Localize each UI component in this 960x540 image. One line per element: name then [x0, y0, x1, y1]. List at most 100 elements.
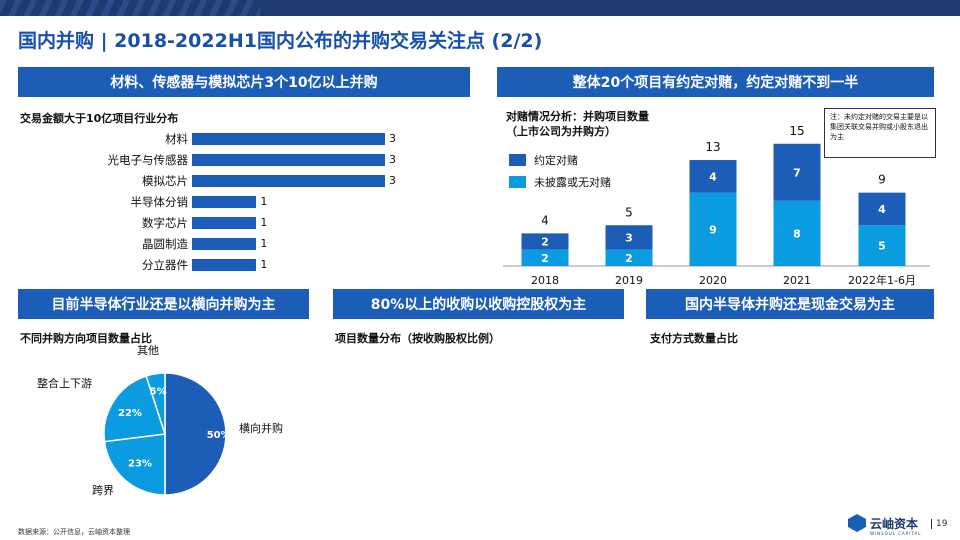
panel5-banner: 国内半导体并购还是现金交易为主 — [646, 289, 934, 319]
bar — [192, 175, 385, 187]
segment-value-label: 8 — [793, 227, 801, 240]
bar-value-label: 1 — [260, 216, 268, 229]
bar-category-label: 半导体分销 — [130, 195, 189, 209]
x-tick-label: 2020 — [699, 274, 727, 287]
pie-value-label: 22% — [118, 408, 142, 419]
legend-item-bet: 约定对赌 — [509, 152, 578, 168]
stacked-bar-segment — [858, 225, 906, 266]
pie-value-label: 5% — [150, 387, 167, 398]
page-title: 国内并购 | 2018-2022H1国内公布的并购交易关注点 (2/2) — [18, 30, 543, 52]
bar — [192, 259, 257, 271]
bar-total-label: 9 — [878, 173, 886, 187]
stacked-bar-segment — [605, 225, 653, 250]
direction-pie-chart: 50% 横向并购 23% 跨界 22% 整合上下游 5% 其他 — [37, 344, 283, 497]
pie-category-label: 横向并购 — [239, 421, 283, 435]
page-number: 19 — [931, 519, 947, 529]
panel3-subtitle: 不同并购方向项目数量占比 — [20, 332, 152, 345]
header-stripes — [0, 0, 260, 16]
bar — [192, 196, 257, 208]
segment-value-label: 7 — [793, 166, 801, 179]
bet-stacked-bar-chart: 2 2 4 2018 2 3 5 2019 9 4 13 2020 8 7 15 2021 5 4 9 2022年1-… — [503, 124, 930, 287]
stacked-bar-segment — [605, 249, 653, 266]
bar-row: 分立器件 1 — [0, 258, 470, 272]
bar — [192, 133, 385, 145]
bar — [192, 154, 385, 166]
panel4-banner: 80%以上的收购以收购控股权为主 — [333, 289, 624, 319]
stacked-bar-segment — [689, 160, 737, 193]
panel5-subtitle: 支付方式数量占比 — [650, 332, 738, 345]
panel2-subtitle-line2: （上市公司为并购方） — [506, 125, 616, 138]
bar-row: 材料 3 — [0, 132, 470, 146]
logo-subtext: WINSOUL CAPITAL — [870, 531, 922, 536]
x-tick-label: 2021 — [783, 274, 811, 287]
x-tick-label: 2022年1-6月 — [848, 273, 916, 287]
bar-category-label: 材料 — [165, 132, 188, 146]
panel2-banner: 整体20个项目有约定对赌，约定对赌不到一半 — [497, 67, 934, 97]
panel2-subtitle-line1: 对赌情况分析：并购项目数量 — [506, 110, 649, 123]
payment-pie-chart: 80%现金10%未披露7%现金+股票3%股票 — [640, 340, 960, 520]
bar-value-label: 3 — [389, 132, 396, 145]
bar-category-label: 模拟芯片 — [142, 174, 188, 188]
segment-value-label: 2 — [541, 236, 549, 249]
equity-pie-chart: 41%90%以上40%50%-90%13%50%以下6%未披露 — [320, 340, 640, 520]
bar-row: 光电子与传感器 3 — [0, 153, 470, 167]
segment-value-label: 3 — [625, 231, 633, 244]
bar-category-label: 分立器件 — [142, 258, 188, 272]
bar-category-label: 光电子与传感器 — [107, 153, 189, 167]
top-header-bar — [0, 0, 960, 16]
pie-slice — [103, 433, 166, 496]
panel3-banner: 目前半导体行业还是以横向并购为主 — [18, 289, 309, 319]
pie-category-label: 其他 — [137, 344, 159, 357]
segment-value-label: 2 — [541, 252, 549, 265]
bar-category-label: 晶圆制造 — [142, 237, 188, 251]
pie-slice — [164, 372, 227, 496]
stacked-bar-segment — [521, 233, 569, 250]
panel1-subtitle: 交易金额大于10亿项目行业分布 — [20, 112, 179, 125]
note-box: 注：未约定对赌的交易主要是以集团关联交易并购或小股东退出为主 — [824, 108, 936, 158]
bar-total-label: 13 — [705, 140, 720, 154]
bar-value-label: 1 — [260, 237, 268, 250]
segment-value-label: 4 — [878, 203, 886, 216]
bar-value-label: 3 — [389, 174, 396, 187]
pie-category-label: 跨界 — [92, 484, 114, 497]
bar-row: 晶圆制造 1 — [0, 237, 470, 251]
legend-label: 未披露或无对赌 — [534, 176, 611, 189]
segment-value-label: 2 — [625, 252, 633, 265]
pie-category-label: 整合上下游 — [37, 376, 92, 390]
legend-item-nobet: 未披露或无对赌 — [509, 174, 611, 190]
legend-swatch — [509, 176, 526, 188]
bar-row: 模拟芯片 3 — [0, 174, 470, 188]
bar-total-label: 5 — [625, 205, 633, 219]
bar-total-label: 15 — [789, 124, 804, 138]
bar-row: 数字芯片 1 — [0, 216, 470, 230]
pie-slice — [145, 372, 166, 435]
bar-value-label: 3 — [389, 153, 396, 166]
bar — [192, 238, 257, 250]
legend-swatch — [509, 154, 526, 166]
segment-value-label: 4 — [709, 170, 717, 183]
stacked-bar-segment — [521, 249, 569, 266]
x-tick-label: 2019 — [615, 274, 643, 287]
logo-text: 云岫资本 — [870, 516, 919, 531]
x-tick-label: 2018 — [531, 274, 559, 287]
panel4-subtitle: 项目数量分布（按收购股权比例） — [335, 332, 500, 345]
stacked-bar-segment — [773, 200, 821, 266]
pie-value-label: 23% — [128, 458, 152, 469]
pie-value-label: 50% — [207, 430, 231, 441]
segment-value-label: 9 — [709, 223, 717, 236]
bar-value-label: 1 — [260, 258, 268, 271]
company-logo: 云岫资本 WINSOUL CAPITAL — [848, 514, 920, 536]
stacked-bar-segment — [689, 192, 737, 266]
bar-row: 半导体分销 1 — [0, 195, 470, 209]
bar — [192, 217, 257, 229]
stacked-bar-segment — [858, 192, 906, 226]
segment-value-label: 5 — [878, 240, 886, 253]
bar-category-label: 数字芯片 — [142, 216, 188, 230]
source-note: 数据来源：公开信息，云岫资本整理 — [18, 528, 130, 536]
pie-slice — [103, 375, 166, 443]
logo-mark-icon — [848, 514, 866, 532]
legend-label: 约定对赌 — [534, 154, 578, 167]
bar-total-label: 4 — [541, 213, 549, 227]
bar-value-label: 1 — [260, 195, 268, 208]
stacked-bar-segment — [773, 143, 821, 201]
